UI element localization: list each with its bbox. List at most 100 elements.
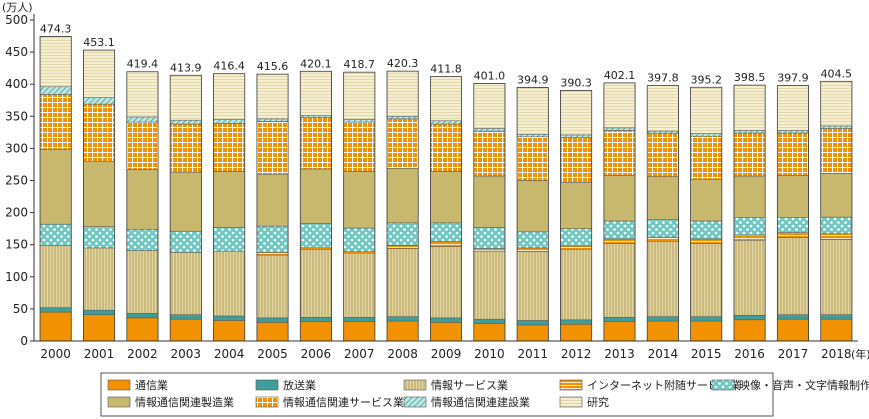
x-tick-label-2005: 2005 xyxy=(257,347,288,361)
bar-segment-2012-s4 xyxy=(560,228,592,247)
bar-segment-2001-s7 xyxy=(83,97,115,105)
bar-segment-2004-s4 xyxy=(213,227,246,252)
bar-segment-2011-s0 xyxy=(516,324,549,342)
bar-stack-2007 xyxy=(343,71,376,342)
bar-segment-2005-s6 xyxy=(256,121,289,175)
bar-segment-2011-s3 xyxy=(516,247,549,253)
bar-segment-2001-s0 xyxy=(83,314,115,342)
bar-stack-2009 xyxy=(429,76,463,342)
bar-stack-2002 xyxy=(126,71,159,342)
bar-segment-2000-s1 xyxy=(39,307,72,313)
bar-segment-2010-s4 xyxy=(473,227,506,249)
bar-segment-2013-s1 xyxy=(603,316,636,322)
bar-segment-2007-s8 xyxy=(343,71,376,120)
y-tick-label: 350 xyxy=(5,109,28,123)
x-tick-label-2018: 2018 xyxy=(821,347,852,361)
x-tick-label-2011: 2011 xyxy=(517,347,548,361)
bar-segment-2015-s6 xyxy=(690,135,723,180)
bar-segment-2017-s6 xyxy=(777,132,809,176)
bar-segment-2003-s6 xyxy=(169,123,202,173)
legend-swatch xyxy=(255,396,279,408)
bar-segment-2003-s1 xyxy=(169,314,202,320)
legend-label: 情報通信関連建設業 xyxy=(431,395,530,409)
bar-segment-2007-s0 xyxy=(343,321,376,342)
total-label-2015: 395.2 xyxy=(690,73,722,86)
y-tick-label: 400 xyxy=(5,77,28,91)
bar-segment-2005-s5 xyxy=(256,173,289,227)
bar-segment-2001-s1 xyxy=(83,309,115,315)
bar-segment-2011-s7 xyxy=(516,134,549,138)
total-label-2002: 419.4 xyxy=(127,58,159,71)
bar-segment-2002-s5 xyxy=(126,169,159,230)
bar-segment-2007-s3 xyxy=(343,251,376,254)
bar-segment-2014-s1 xyxy=(646,316,679,322)
total-label-2016: 398.5 xyxy=(734,71,766,84)
bar-segment-2000-s4 xyxy=(39,223,72,246)
legend-swatch xyxy=(711,379,735,391)
x-axis: 2000 2001 2002 2003 2004 2005 2006 2007 2008 2009… xyxy=(34,340,858,361)
bar-segment-2000-s0 xyxy=(39,311,72,342)
bar-segment-2014-s7 xyxy=(646,130,679,134)
bar-segment-2014-s5 xyxy=(646,176,679,220)
bar-segment-2018-s6 xyxy=(820,128,853,174)
bar-segment-2009-s5 xyxy=(430,171,462,224)
bar-segment-2002-s8 xyxy=(126,71,159,118)
x-tick-label-2002: 2002 xyxy=(127,347,158,361)
bar-segment-2008-s1 xyxy=(386,316,419,322)
bar-stack-2011 xyxy=(516,87,549,342)
total-label-2003: 413.9 xyxy=(170,61,202,74)
bar-segment-2014-s2 xyxy=(646,241,679,317)
bar-segment-2012-s7 xyxy=(560,134,592,138)
bar-segment-2011-s6 xyxy=(516,136,549,181)
bar-segment-2004-s6 xyxy=(213,123,246,172)
bar-segment-2007-s5 xyxy=(343,171,376,229)
bar-segment-2015-s0 xyxy=(690,320,723,342)
total-label-2013: 402.1 xyxy=(604,69,636,82)
y-tick-label: 100 xyxy=(5,270,28,284)
bar-segment-2017-s2 xyxy=(777,237,809,315)
bar-segment-2008-s5 xyxy=(386,168,419,224)
bar-segment-2006-s3 xyxy=(300,247,332,250)
bar-segment-2018-s1 xyxy=(820,314,853,320)
bar-stack-2017 xyxy=(776,85,809,342)
bar-segment-2003-s0 xyxy=(169,318,202,342)
bar-segment-2008-s8 xyxy=(386,70,419,117)
bar-segment-2013-s7 xyxy=(603,127,636,131)
legend-item-0-0: 通信業 xyxy=(107,379,168,392)
x-tick-label-2007: 2007 xyxy=(344,347,375,361)
bar-segment-2011-s8 xyxy=(516,87,549,135)
x-tick-label-2014: 2014 xyxy=(648,347,679,361)
total-label-2010: 401.0 xyxy=(474,70,506,83)
legend-swatch xyxy=(559,379,583,391)
x-tick-label-2006: 2006 xyxy=(301,347,332,361)
legend-label: 情報通信関連製造業 xyxy=(135,395,234,409)
legend-item-0-2: 情報サービス業 xyxy=(403,379,508,392)
y-tick-label: 450 xyxy=(5,45,28,59)
legend-box xyxy=(100,372,774,417)
bar-segment-2001-s4 xyxy=(83,226,115,249)
y-tick-label: 0 xyxy=(20,334,28,348)
bar-segment-2012-s1 xyxy=(560,319,592,325)
bar-segment-2012-s3 xyxy=(560,245,592,250)
bar-stack-2001 xyxy=(83,49,116,342)
bar-segment-2004-s5 xyxy=(213,171,246,228)
bar-segment-2001-s6 xyxy=(83,103,115,162)
bar-segment-2000-s5 xyxy=(39,149,72,225)
legend-swatch xyxy=(107,396,131,408)
bar-segment-2014-s8 xyxy=(646,85,679,132)
bar-segment-2007-s1 xyxy=(343,316,376,322)
bar-segment-2001-s8 xyxy=(83,49,115,98)
bar-segment-2006-s8 xyxy=(300,71,332,116)
bar-stack-2010 xyxy=(473,83,506,342)
bar-stack-2016 xyxy=(733,84,766,342)
total-labels: 474.3 453.1 419.4 413.9 416.4 415.6 420.1 418.7… xyxy=(40,22,852,89)
bar-segment-2007-s6 xyxy=(343,121,376,172)
bar-segment-2003-s8 xyxy=(169,75,202,121)
legend-swatch xyxy=(403,379,427,391)
bar-segment-2004-s8 xyxy=(213,73,246,120)
bar-stack-2013 xyxy=(603,82,636,342)
bar-stack-2008 xyxy=(386,70,419,342)
bar-segment-2008-s0 xyxy=(386,320,419,342)
bar-segment-2009-s4 xyxy=(430,222,462,242)
bar-segment-2005-s1 xyxy=(256,317,289,323)
